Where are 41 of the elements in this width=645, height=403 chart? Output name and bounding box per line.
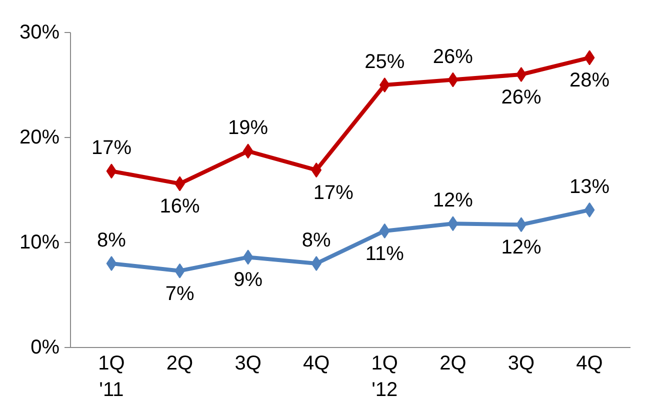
point [106, 256, 117, 271]
x-tick-label: 3Q [508, 352, 535, 374]
data-label: 8% [97, 230, 126, 252]
point [106, 164, 117, 179]
y-tick-label: 0% [30, 336, 60, 358]
x-tick-label: 3Q [234, 352, 262, 374]
data-label: 11% [365, 242, 404, 265]
point [584, 50, 595, 66]
y-tick-label: 20% [19, 126, 60, 148]
point [242, 250, 254, 265]
data-label: 26% [432, 46, 474, 68]
point [584, 202, 595, 218]
point [448, 216, 458, 232]
data-label: 26% [501, 86, 542, 108]
data-label: 8% [302, 230, 332, 252]
point [379, 223, 390, 238]
x-tick-label: 1Q '11 [98, 352, 125, 401]
data-label: 13% [570, 176, 610, 198]
point [379, 78, 390, 92]
point [242, 144, 254, 159]
x-tick-label: 4Q [576, 352, 603, 374]
data-label: 7% [165, 282, 194, 305]
x-tick-label: 2Q [440, 352, 466, 374]
data-label: 25% [364, 51, 405, 73]
x-tick-label: 4Q [303, 352, 330, 374]
data-label: 28% [570, 70, 610, 92]
data-label: 12% [501, 236, 542, 259]
data-label: 17% [91, 137, 132, 160]
data-label: 19% [228, 117, 268, 140]
point [516, 67, 526, 82]
point [448, 72, 458, 88]
data-label: 12% [432, 190, 474, 212]
y-tick-label: 10% [19, 232, 60, 254]
y-tick-label: 30% [19, 22, 60, 44]
point [311, 162, 322, 178]
x-tick-label: 1Q '12 [371, 352, 398, 401]
x-tick-label: 2Q [166, 352, 194, 374]
data-label: 17% [313, 182, 354, 204]
data-label: 16% [160, 196, 200, 218]
data-label: 9% [234, 269, 263, 292]
point [311, 256, 322, 271]
